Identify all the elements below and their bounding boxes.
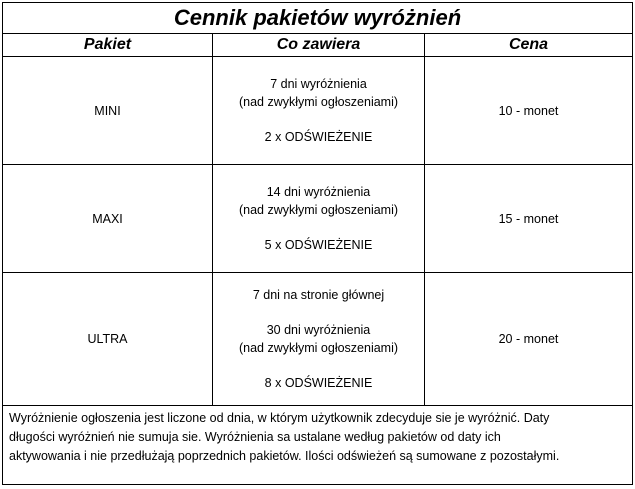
contents-line: 7 dni wyróżnienia xyxy=(270,77,367,91)
table-title: Cennik pakietów wyróżnień xyxy=(2,2,633,34)
column-header-contents: Co zawiera xyxy=(212,33,425,57)
note-row: Wyróżnienie ogłoszenia jest liczone od d… xyxy=(2,405,633,485)
contents-line: 30 dni wyróżnienia xyxy=(266,323,371,337)
contents-line: 8 x ODŚWIEŻENIE xyxy=(264,376,373,390)
contents-line: 14 dni wyróżnienia xyxy=(266,185,371,199)
footnote-line: długości wyróżnień nie sumuja sie. Wyróż… xyxy=(9,430,501,444)
contents-line: 7 dni na stronie głównej xyxy=(252,288,385,302)
contents-line: (nad zwykłymi ogłoszeniami) xyxy=(238,95,399,109)
contents-line: (nad zwykłymi ogłoszeniami) xyxy=(238,341,399,355)
footnote: Wyróżnienie ogłoszenia jest liczone od d… xyxy=(2,405,633,485)
package-price: 15 - monet xyxy=(424,164,633,273)
package-name: MAXI xyxy=(2,164,213,273)
header-row: Pakiet Co zawiera Cena xyxy=(2,33,633,57)
table-row: ULTRA 7 dni na stronie głównej 30 dni wy… xyxy=(2,272,633,406)
table-row: MAXI 14 dni wyróżnienia (nad zwykłymi og… xyxy=(2,164,633,273)
package-contents: 7 dni na stronie głównej 30 dni wyróżnie… xyxy=(212,272,425,406)
package-name: MINI xyxy=(2,56,213,165)
package-price: 10 - monet xyxy=(424,56,633,165)
contents-line: (nad zwykłymi ogłoszeniami) xyxy=(238,203,399,217)
package-contents: 14 dni wyróżnienia (nad zwykłymi ogłosze… xyxy=(212,164,425,273)
table-row: MINI 7 dni wyróżnienia (nad zwykłymi ogł… xyxy=(2,56,633,165)
footnote-line: Wyróżnienie ogłoszenia jest liczone od d… xyxy=(9,411,550,425)
footnote-line: aktywowania i nie przedłużają poprzednic… xyxy=(9,449,560,463)
package-name: ULTRA xyxy=(2,272,213,406)
contents-line: 5 x ODŚWIEŻENIE xyxy=(264,238,373,252)
contents-line: 2 x ODŚWIEŻENIE xyxy=(264,130,373,144)
package-price: 20 - monet xyxy=(424,272,633,406)
package-contents: 7 dni wyróżnienia (nad zwykłymi ogłoszen… xyxy=(212,56,425,165)
column-header-package: Pakiet xyxy=(2,33,213,57)
column-header-price: Cena xyxy=(424,33,633,57)
